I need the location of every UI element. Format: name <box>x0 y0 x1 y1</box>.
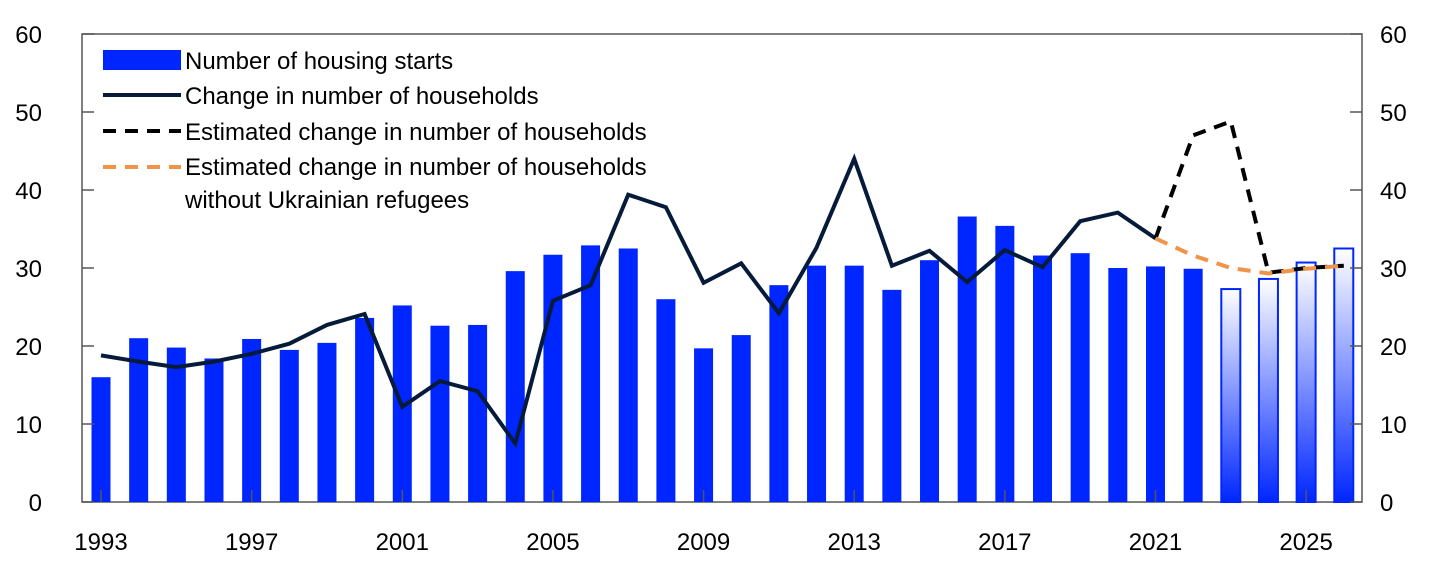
legend: Number of housing starts Change in numbe… <box>103 48 647 214</box>
y-tick-label-left: 50 <box>15 100 42 127</box>
bar <box>731 335 751 502</box>
bar <box>807 265 827 502</box>
bar <box>581 245 601 502</box>
bar <box>317 342 337 502</box>
bar <box>204 358 224 502</box>
bar <box>1070 253 1090 502</box>
bar <box>957 216 977 502</box>
x-tick-label: 2021 <box>1129 529 1182 556</box>
x-tick-label: 2025 <box>1279 529 1332 556</box>
estimated-households-line <box>1153 118 1344 275</box>
bar <box>694 348 714 502</box>
y-tick-label-right: 0 <box>1380 490 1393 517</box>
y-tick-label-left: 10 <box>15 412 42 439</box>
bar <box>166 347 186 502</box>
y-tick-label-right: 40 <box>1380 178 1407 205</box>
bar <box>543 254 563 502</box>
bar <box>91 377 111 502</box>
bar <box>505 271 525 502</box>
y-tick-label-left: 0 <box>29 490 42 517</box>
x-tick-label: 2013 <box>828 529 881 556</box>
projected-bar <box>1257 277 1279 504</box>
bar <box>355 317 375 502</box>
y-tick-label-right: 50 <box>1380 100 1407 127</box>
bar <box>279 349 299 502</box>
bar <box>468 324 488 502</box>
bar <box>129 338 149 502</box>
bar <box>1183 268 1203 502</box>
y-tick-label-left: 20 <box>15 334 42 361</box>
legend-label-housing-starts: Number of housing starts <box>185 48 453 75</box>
projected-bar <box>1220 288 1242 503</box>
x-tick-label: 2005 <box>526 529 579 556</box>
households-line <box>100 153 1157 449</box>
legend-label-estimated: Estimated change in number of households <box>185 119 647 146</box>
x-tick-label: 1993 <box>74 529 127 556</box>
legend-label-estimated-no-refugees-line2: without Ukrainian refugees <box>184 187 469 214</box>
x-tick-label: 2001 <box>376 529 429 556</box>
bar <box>1108 268 1128 502</box>
legend-label-households: Change in number of households <box>185 83 539 110</box>
y-tick-label-left: 30 <box>15 256 42 283</box>
projected-bar <box>1295 261 1317 504</box>
legend-label-estimated-no-refugees: Estimated change in number of households <box>185 154 647 181</box>
x-tick-label: 2009 <box>677 529 730 556</box>
bar <box>618 248 638 502</box>
estimated-no-refugees-line <box>1154 236 1344 276</box>
bar <box>242 338 262 502</box>
x-tick-label: 2017 <box>978 529 1031 556</box>
y-tick-label-left: 40 <box>15 178 42 205</box>
y-tick-label-right: 10 <box>1380 412 1407 439</box>
y-tick-label-left: 60 <box>15 22 42 49</box>
y-tick-label-right: 20 <box>1380 334 1407 361</box>
y-tick-label-right: 60 <box>1380 22 1407 49</box>
bar <box>430 325 450 502</box>
bar <box>1145 266 1165 502</box>
bar <box>844 265 864 502</box>
bar <box>882 289 902 502</box>
bar <box>656 299 676 502</box>
projected-bar <box>1333 247 1355 503</box>
y-tick-label-right: 30 <box>1380 256 1407 283</box>
bar <box>920 260 940 502</box>
bar <box>995 225 1015 502</box>
bar <box>769 285 789 502</box>
legend-swatch-housing-starts <box>103 50 181 70</box>
x-tick-label: 1997 <box>225 529 278 556</box>
bar <box>1033 255 1052 502</box>
